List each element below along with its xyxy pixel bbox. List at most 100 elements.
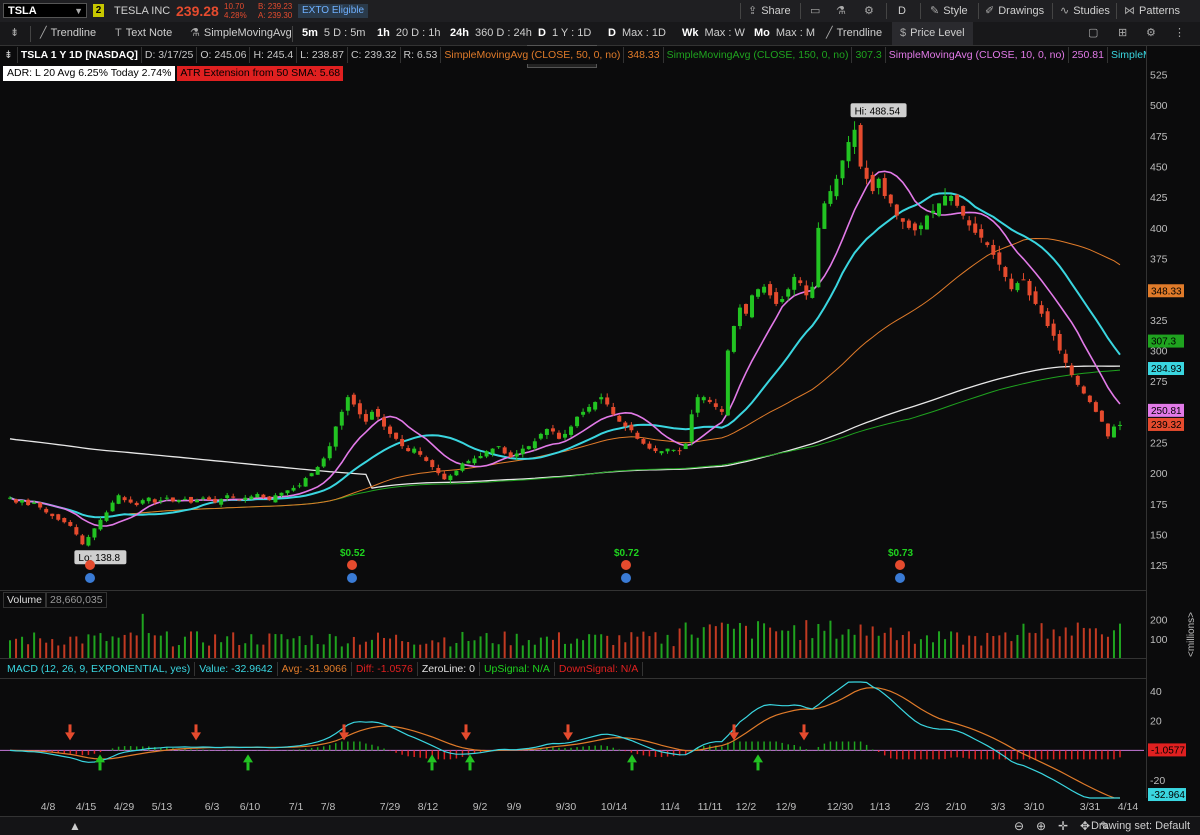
candle-body <box>575 416 580 427</box>
timeframe-max-m[interactable]: Mo Max : M <box>754 22 815 45</box>
price-badge <box>1148 403 1184 417</box>
volume-bar <box>865 635 868 658</box>
volume-bar <box>950 631 953 658</box>
chart-canvas[interactable]: Hi: 488.54 Lo: 138.8 $0.52 $0.72 $0.73 125 15… <box>0 46 1200 816</box>
candle-body <box>140 500 145 504</box>
sma50-label[interactable]: SimpleMovingAvg (CLOSE, 50, 0, no) <box>441 47 625 63</box>
sma20-label[interactable]: SimpleMovingAvg (CLOSE, 20, 0,... <box>1108 47 1146 63</box>
single-layout-button[interactable]: ▢ <box>1088 22 1102 45</box>
dividend-icon <box>347 573 357 583</box>
volume-bar <box>431 640 434 658</box>
adr-label[interactable]: ADR: L 20 Avg 6.25% Today 2.74% <box>3 66 176 81</box>
text-note-button[interactable]: T Text Note <box>115 22 172 45</box>
exto-eligible-badge[interactable]: EXTO Eligible <box>298 4 369 18</box>
price-change-abs: 10.70 <box>224 2 245 11</box>
link-group-badge[interactable]: 2 <box>93 4 104 17</box>
volume-bar <box>467 641 470 658</box>
volume-tick-label: 100 <box>1150 634 1168 646</box>
volume-bar <box>39 638 42 658</box>
macd-pane[interactable] <box>0 678 1146 799</box>
candle-body <box>1039 305 1044 314</box>
more-button[interactable]: ⋮ <box>1174 22 1189 45</box>
price-badge-text: 284.93 <box>1151 364 1182 375</box>
timeframe-360d-24h[interactable]: 24h 360 D : 24h <box>450 22 532 45</box>
price-change: 10.70 4.28% <box>224 2 247 20</box>
studies-button[interactable]: ∿ Studies <box>1060 0 1110 22</box>
sma50-value: 348.33 <box>624 47 664 63</box>
crosshair-icon[interactable]: ✛ <box>1057 819 1069 833</box>
candle-body <box>804 285 809 296</box>
top-toolbar: TSLA ▼ 2 TESLA INC 239.28 10.70 4.28% B:… <box>0 0 1200 23</box>
tf-label: Max : 1D <box>621 27 666 39</box>
candle-body <box>508 452 513 458</box>
pin-icon[interactable]: ⇟ <box>0 47 18 63</box>
macd-label[interactable]: MACD (12, 26, 9, EXPONENTIAL, yes) <box>3 662 196 676</box>
tf-key: 5m <box>302 27 318 39</box>
drawing-tool-icon[interactable]: ✎ <box>1099 819 1111 833</box>
price-tick-label: 275 <box>1150 376 1168 388</box>
up-arrow-icon <box>753 754 763 763</box>
patterns-button[interactable]: ⋈ Patterns <box>1124 0 1180 22</box>
candle-body <box>400 439 405 447</box>
volume-bar <box>630 632 633 658</box>
volume-bar <box>1100 634 1103 658</box>
notes-button[interactable]: ▭ <box>810 0 824 22</box>
time-axis: 4/8 4/15 4/29 5/13 6/3 6/10 7/1 7/8 7/29 8/12 9/2 9… <box>41 801 1139 813</box>
tf-key: Mo <box>754 27 770 39</box>
sma-button[interactable]: ⚗ SimpleMovingAvg <box>190 22 292 45</box>
settings-button[interactable]: ⚙ <box>864 0 878 22</box>
pan-icon[interactable]: ✥ <box>1079 819 1091 833</box>
grid-layout-button[interactable]: ⊞ <box>1118 22 1131 45</box>
candle-body <box>388 426 393 434</box>
candle-body <box>195 500 200 503</box>
volume-bar <box>956 632 959 658</box>
price-badge <box>1148 284 1184 298</box>
trendline-button-2[interactable]: ╱ Trendline <box>826 22 882 45</box>
candle-body <box>1111 426 1116 438</box>
volume-bar <box>226 636 229 658</box>
style-button[interactable]: ✎ Style <box>930 0 968 22</box>
sma150-label[interactable]: SimpleMovingAvg (CLOSE, 150, 0, no) <box>664 47 853 63</box>
lab-button[interactable]: ⚗ <box>836 0 850 22</box>
volume-bar <box>564 643 566 658</box>
candle-body <box>930 210 935 214</box>
drawing-set-label[interactable]: Drawing set: Default <box>1090 820 1190 832</box>
time-tick-label: 8/12 <box>418 801 439 813</box>
volume-label[interactable]: Volume <box>3 592 47 608</box>
timeframe-max-1d[interactable]: D Max : 1D <box>608 22 666 45</box>
timeframe-20d-1h[interactable]: 1h 20 D : 1h <box>377 22 440 45</box>
chart-settings-button[interactable]: ⚙ <box>1146 22 1160 45</box>
drawings-button[interactable]: ✐ Drawings <box>985 0 1044 22</box>
price-level-button[interactable]: $ Price Level <box>892 22 973 45</box>
volume-bar <box>171 646 174 658</box>
candle-body <box>1021 279 1026 281</box>
down-arrow-icon <box>194 724 198 733</box>
time-tick-label: 4/15 <box>76 801 97 813</box>
candle-body <box>762 286 767 293</box>
zoom-in-icon[interactable]: ⊕ <box>1035 819 1047 833</box>
timeframe-max-w[interactable]: Wk Max : W <box>682 22 745 45</box>
trendline-button[interactable]: ╱ Trendline <box>40 22 96 45</box>
pin-button[interactable]: ⇟ <box>10 22 23 45</box>
timeframe-5d-5m[interactable]: 5m 5 D : 5m <box>302 22 365 45</box>
scroll-handle-icon[interactable]: ▲ <box>69 819 81 833</box>
volume-bar <box>636 636 639 658</box>
volume-pane[interactable] <box>0 613 1146 659</box>
sma10-label[interactable]: SimpleMovingAvg (CLOSE, 10, 0, no) <box>886 47 1069 63</box>
candle-body <box>231 496 236 498</box>
candle-body <box>201 497 206 499</box>
price-tick-label: 525 <box>1150 70 1168 82</box>
timeframe-1y-1d[interactable]: D 1 Y : 1D <box>538 22 591 45</box>
symbol-input[interactable]: TSLA ▼ <box>3 3 87 18</box>
chevron-down-icon[interactable]: ▼ <box>74 6 83 16</box>
period-button[interactable]: D <box>898 0 906 22</box>
atr-label[interactable]: ATR Extension from 50 SMA: 5.68 <box>177 66 344 81</box>
zoom-out-icon[interactable]: ⊖ <box>1013 819 1025 833</box>
price-pane[interactable]: Hi: 488.54 Lo: 138.8 $0.52 $0.72 $0.73 <box>0 103 1146 591</box>
pane-divider <box>0 590 1146 591</box>
text-icon: T <box>115 27 122 39</box>
candle-body <box>424 457 429 461</box>
up-arrow-icon <box>427 754 437 763</box>
up-arrow-icon <box>627 754 637 763</box>
share-button[interactable]: ⇪ Share <box>748 0 791 22</box>
